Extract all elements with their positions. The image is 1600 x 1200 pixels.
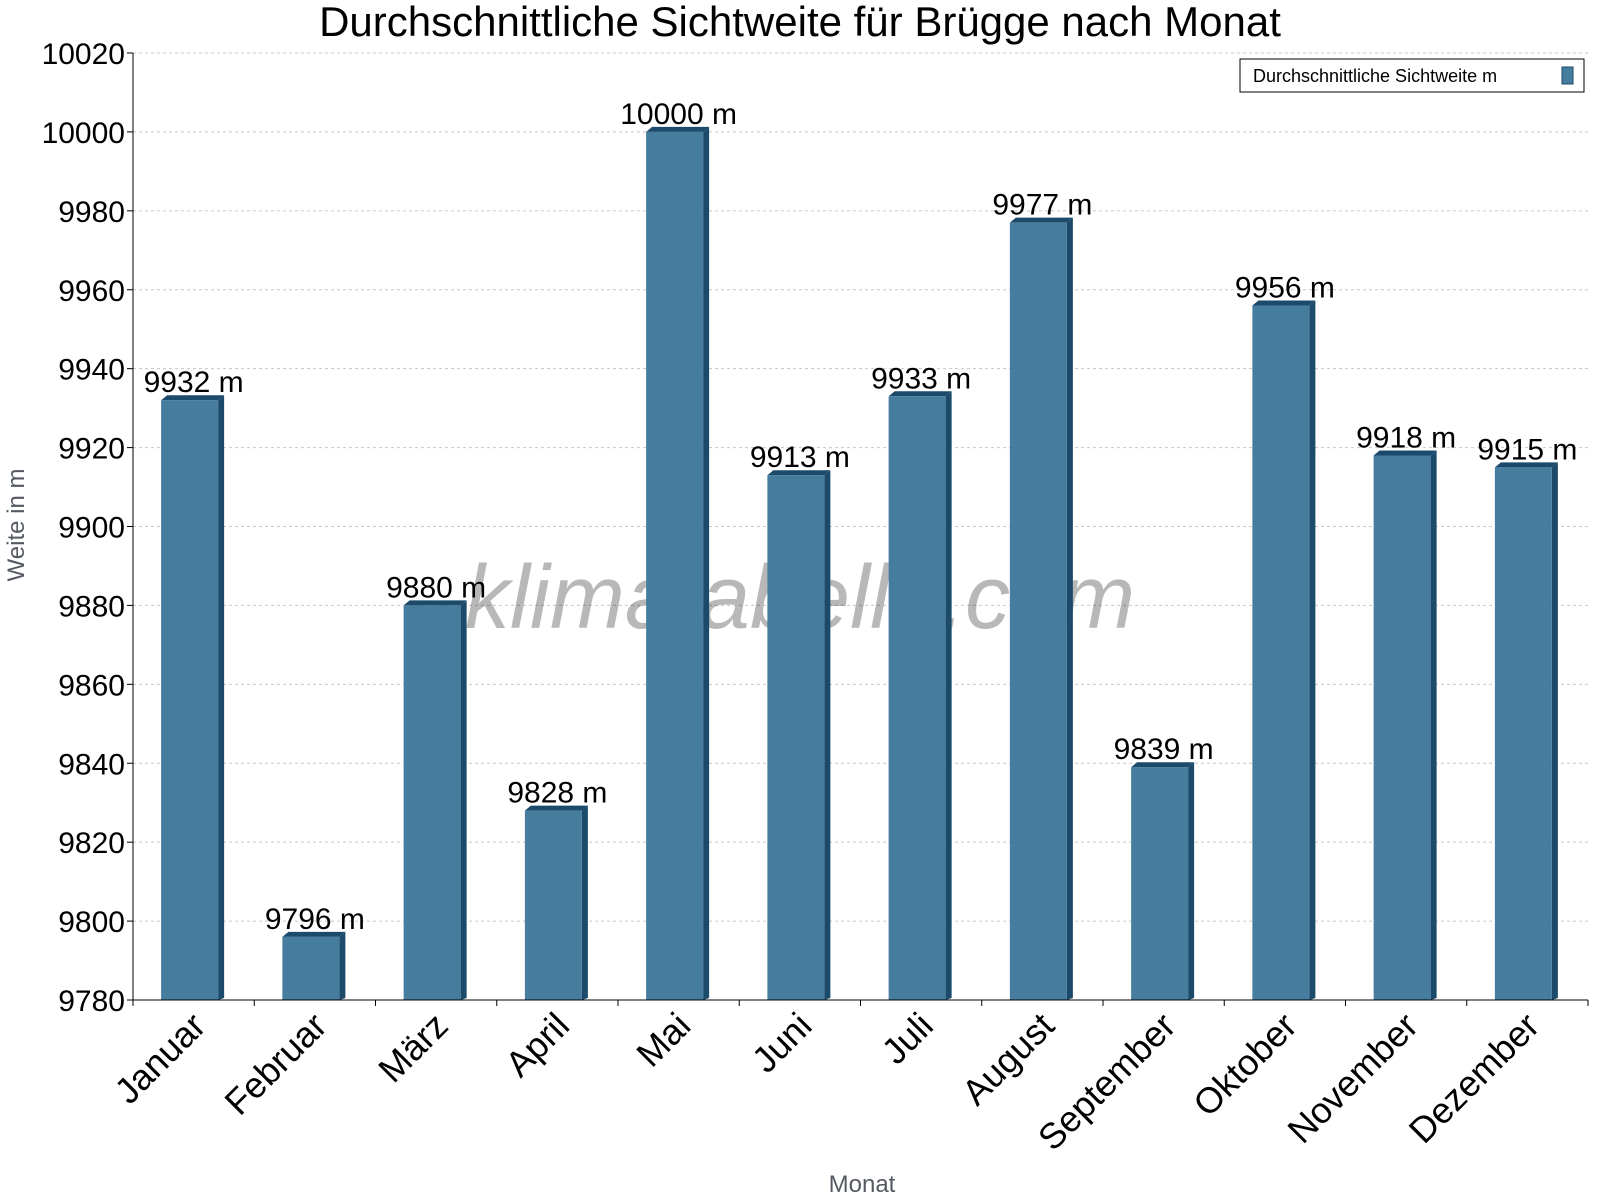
grid-lines (133, 52, 1588, 922)
bar-top (282, 931, 346, 937)
bar-side (945, 391, 952, 1001)
x-tick-label: Mai (628, 1005, 698, 1075)
x-tick-label: Juli (874, 1005, 941, 1072)
x-tick-label: Oktober (1185, 1005, 1305, 1125)
x-tick-label: Juni (744, 1005, 820, 1081)
data-labels: 9932 m 9796 m 9880 m 9828 m 10000 m 9913 m 993… (144, 98, 1578, 936)
bar-side (581, 805, 588, 1000)
data-label: 9977 m (992, 189, 1092, 222)
bar (161, 400, 219, 1000)
data-label: 9915 m (1477, 433, 1577, 466)
y-tick-label: 9920 (58, 433, 125, 466)
data-label: 9880 m (386, 571, 486, 604)
legend-label: Durchschnittliche Sichtweite m (1253, 66, 1497, 86)
bar (403, 605, 461, 1000)
y-tick-label: 9800 (58, 906, 125, 939)
legend-box (1239, 58, 1585, 93)
bar (646, 131, 704, 1000)
y-axis-label: Weite in m (3, 469, 30, 582)
bar (282, 936, 340, 1000)
bar-side (1551, 462, 1558, 1000)
x-tick-labels: Januar Februar März April Mai Juni Juli AugustS… (106, 1005, 1547, 1159)
bars (161, 126, 1558, 1001)
bar-top (1009, 217, 1073, 223)
bar-side (1066, 217, 1073, 1000)
x-tick-label: Dezember (1401, 1005, 1547, 1151)
legend-swatch (1561, 66, 1574, 85)
chart-title: Durchschnittliche Sichtweite für Brügge … (319, 0, 1281, 45)
x-tick-label: August (954, 1005, 1062, 1113)
x-tick-label: Januar (106, 1005, 213, 1112)
y-tick-label: 10000 (42, 117, 125, 150)
y-tick-label: 9840 (58, 748, 125, 781)
y-tick-label: 9860 (58, 669, 125, 702)
bar-side (1430, 450, 1437, 1001)
data-label: 9933 m (871, 362, 971, 395)
bar-top (646, 126, 710, 132)
data-label: 9913 m (750, 441, 850, 474)
y-tick-label: 9880 (58, 590, 125, 623)
bar (1494, 467, 1552, 1000)
x-tick-label: Februar (216, 1005, 334, 1123)
bar-top (524, 805, 588, 811)
x-axis-label: Monat (829, 1171, 896, 1198)
bar-top (1494, 462, 1558, 468)
bar-side (1188, 762, 1195, 1000)
data-label: 9828 m (507, 777, 607, 810)
x-tick-label: März (370, 1005, 456, 1091)
bar-top (161, 395, 225, 401)
x-tick-label: November (1279, 1005, 1425, 1151)
bar-top (888, 391, 952, 397)
bar-side (703, 126, 710, 1000)
data-label: 9796 m (265, 903, 365, 936)
bar-side (1309, 300, 1316, 1000)
data-label: 9918 m (1356, 421, 1456, 454)
bar (1131, 767, 1189, 1000)
bar (524, 810, 582, 1000)
data-label: 9839 m (1114, 733, 1214, 766)
bar (1373, 455, 1431, 1001)
y-tick-label: 9980 (58, 196, 125, 229)
bar-side (339, 931, 346, 1000)
data-label: 9932 m (144, 366, 244, 399)
data-label: 9956 m (1235, 272, 1335, 305)
axes (127, 52, 1589, 1006)
y-tick-label: 9900 (58, 512, 125, 545)
legend: Durchschnittliche Sichtweite m (1239, 58, 1585, 93)
y-tick-label: 9960 (58, 275, 125, 308)
bar-side (460, 600, 467, 1000)
y-tick-label: 9940 (58, 354, 125, 387)
x-tick-label: April (497, 1005, 577, 1085)
bar-top (1131, 762, 1195, 768)
y-tick-label: 9820 (58, 827, 125, 860)
y-tick-label: 9780 (58, 985, 125, 1018)
bar-side (218, 395, 225, 1000)
bar (1009, 222, 1067, 1000)
bar (888, 396, 946, 1001)
y-tick-label: 10020 (42, 38, 125, 71)
y-tick-labels: 9780 9800 9820 9840 9860 9880 9900 9920 9940 9960… (42, 38, 125, 1018)
bar (767, 475, 825, 1000)
data-label: 10000 m (620, 98, 737, 131)
bar-top (767, 470, 831, 476)
bar-top (1373, 450, 1437, 456)
bar-side (824, 470, 831, 1000)
bar-top (403, 600, 467, 606)
bar (1252, 305, 1310, 1000)
bar-top (1252, 300, 1316, 306)
